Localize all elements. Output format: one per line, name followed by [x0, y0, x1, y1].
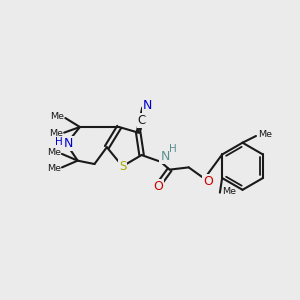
Text: N: N — [64, 137, 74, 150]
Text: Me: Me — [258, 130, 272, 140]
Text: O: O — [203, 176, 213, 188]
Text: N: N — [160, 150, 170, 163]
Text: Me: Me — [50, 112, 64, 122]
Text: O: O — [154, 180, 163, 193]
Text: C: C — [137, 114, 146, 127]
Text: H: H — [169, 144, 177, 154]
Text: Me: Me — [222, 187, 236, 196]
Text: Me: Me — [49, 129, 63, 138]
Text: Me: Me — [47, 148, 61, 157]
Text: S: S — [119, 160, 126, 173]
Text: H: H — [55, 136, 62, 147]
Text: Me: Me — [47, 164, 61, 173]
Text: N: N — [142, 99, 152, 112]
